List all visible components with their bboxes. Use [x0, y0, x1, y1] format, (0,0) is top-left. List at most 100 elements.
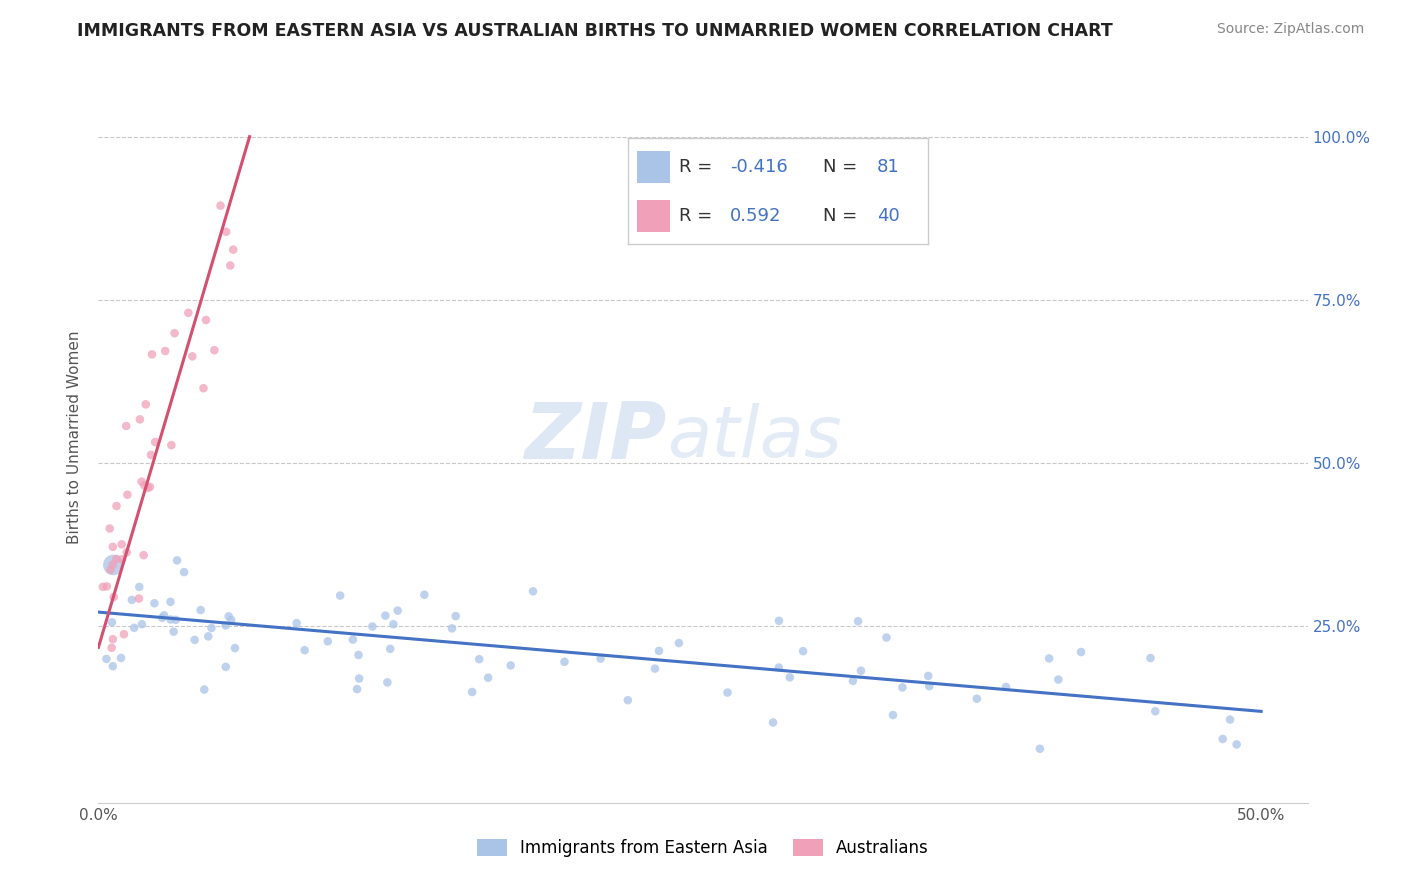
Point: [197, 629, 219, 643]
Point: [387, 604, 409, 618]
Point: [294, 643, 316, 657]
Point: [589, 651, 612, 665]
Point: [101, 558, 124, 572]
Point: [190, 603, 212, 617]
Text: -0.416: -0.416: [730, 158, 787, 176]
Point: [792, 644, 814, 658]
Text: atlas: atlas: [666, 402, 841, 472]
Point: [668, 636, 690, 650]
Point: [135, 397, 157, 411]
Point: [215, 225, 238, 239]
Point: [215, 618, 238, 632]
Point: [374, 608, 396, 623]
Point: [101, 659, 124, 673]
Point: [153, 608, 176, 623]
Point: [342, 632, 364, 647]
Point: [143, 435, 166, 450]
Point: [193, 682, 215, 697]
Point: [1070, 645, 1092, 659]
Point: [177, 306, 200, 320]
Point: [222, 243, 245, 257]
Point: [103, 590, 125, 604]
Point: [468, 652, 491, 666]
Text: R =: R =: [679, 158, 713, 176]
Point: [644, 662, 666, 676]
Point: [361, 619, 384, 633]
Point: [115, 419, 138, 434]
Point: [200, 621, 222, 635]
Point: [128, 412, 150, 426]
Legend: Immigrants from Eastern Asia, Australians: Immigrants from Eastern Asia, Australian…: [470, 832, 936, 864]
Point: [477, 671, 499, 685]
Text: N =: N =: [823, 158, 858, 176]
Point: [382, 617, 405, 632]
Text: 81: 81: [877, 158, 900, 176]
Point: [329, 589, 352, 603]
Point: [224, 641, 246, 656]
Text: 0.592: 0.592: [730, 207, 782, 225]
Point: [163, 624, 186, 639]
Point: [995, 680, 1018, 694]
Point: [131, 475, 153, 489]
Point: [617, 693, 640, 707]
Point: [128, 580, 150, 594]
Point: [131, 617, 153, 632]
Point: [110, 651, 132, 665]
Point: [1029, 741, 1052, 756]
Point: [1226, 738, 1249, 752]
Point: [1212, 731, 1234, 746]
Text: Source: ZipAtlas.com: Source: ZipAtlas.com: [1216, 22, 1364, 37]
Point: [882, 708, 904, 723]
Point: [115, 545, 138, 559]
Text: 40: 40: [877, 207, 900, 225]
Text: N =: N =: [823, 207, 858, 225]
Point: [105, 552, 128, 566]
Point: [966, 691, 988, 706]
Point: [153, 344, 176, 359]
Bar: [637, 200, 669, 232]
Point: [1144, 704, 1167, 718]
Point: [134, 478, 156, 492]
Point: [128, 591, 150, 606]
Point: [849, 664, 872, 678]
Point: [163, 326, 186, 341]
Point: [842, 673, 865, 688]
Point: [160, 438, 183, 452]
Point: [413, 588, 436, 602]
Point: [1139, 651, 1161, 665]
Point: [100, 640, 122, 655]
Point: [139, 480, 162, 494]
Point: [193, 381, 215, 395]
Point: [159, 595, 181, 609]
Point: [111, 537, 134, 551]
Text: R =: R =: [679, 207, 713, 225]
Point: [117, 488, 139, 502]
Point: [150, 611, 173, 625]
Point: [648, 644, 671, 658]
Point: [917, 669, 939, 683]
Point: [553, 655, 575, 669]
Point: [136, 481, 159, 495]
Point: [101, 615, 124, 630]
Point: [762, 715, 785, 730]
Point: [219, 259, 242, 273]
Point: [159, 613, 181, 627]
Point: [202, 343, 225, 358]
Point: [112, 627, 135, 641]
Point: [166, 553, 188, 567]
Point: [875, 631, 897, 645]
Point: [215, 660, 238, 674]
Point: [132, 548, 155, 562]
Point: [96, 579, 118, 593]
Point: [499, 658, 522, 673]
Point: [440, 621, 463, 635]
Point: [891, 681, 914, 695]
Point: [98, 522, 121, 536]
Point: [380, 641, 402, 656]
Point: [1219, 713, 1241, 727]
Point: [779, 670, 801, 684]
Point: [716, 685, 738, 699]
Bar: [637, 151, 669, 183]
Point: [461, 685, 484, 699]
Point: [377, 675, 399, 690]
